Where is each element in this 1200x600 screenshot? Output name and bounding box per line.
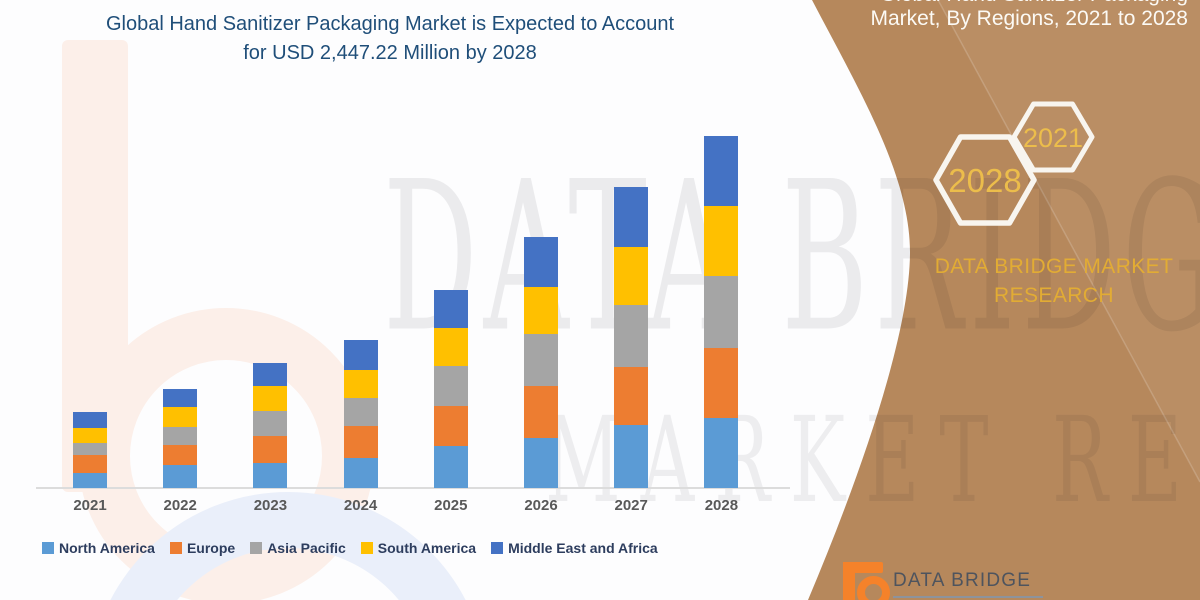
brand-name-line2: RESEARCH xyxy=(994,284,1114,307)
corner-logo-text: DATA BRIDGE xyxy=(893,570,1032,591)
legend-item-north-america: North America xyxy=(42,540,155,556)
bar-segment-south-america-2022 xyxy=(163,407,198,428)
ribbon-heading-line1: Global Hand Sanitizer Packaging xyxy=(870,0,1188,7)
bar-segment-middle-east-and-africa-2025 xyxy=(433,290,468,329)
bar-segment-north-america-2024 xyxy=(343,457,378,488)
bar-segment-north-america-2026 xyxy=(524,437,558,488)
bar-segment-south-america-2028 xyxy=(704,205,739,276)
logo-b-icon xyxy=(843,562,883,573)
bar-segment-asia-pacific-2025 xyxy=(433,366,468,407)
bar-segment-asia-pacific-2023 xyxy=(253,410,288,436)
x-axis-label-2022: 2022 xyxy=(163,497,197,514)
bar-segment-north-america-2028 xyxy=(704,417,739,488)
legend-item-south-america: South America xyxy=(360,540,477,556)
legend-marker-south-america xyxy=(360,542,373,554)
x-axis-label-2025: 2025 xyxy=(434,497,468,514)
brand-name-line1: DATA BRIDGE MARKET xyxy=(934,255,1174,278)
legend-label-europe: Europe xyxy=(186,540,236,556)
bar-segment-north-america-2025 xyxy=(433,446,468,488)
chart-title-line2: for USD 2,447.22 Million by 2028 xyxy=(243,42,537,64)
hexagon-2021 xyxy=(1011,101,1095,173)
bar-segment-south-america-2024 xyxy=(343,369,378,398)
bar-segment-south-america-2027 xyxy=(614,247,649,306)
x-axis-label-2021: 2021 xyxy=(73,497,107,514)
bar-segment-south-america-2021 xyxy=(73,428,107,444)
stacked-bar-2024 xyxy=(343,339,378,488)
bar-segment-europe-2024 xyxy=(343,426,378,458)
x-axis-label-2027: 2027 xyxy=(614,497,648,514)
bar-segment-north-america-2022 xyxy=(163,465,198,488)
bar-segment-europe-2026 xyxy=(524,385,558,438)
bar-segment-middle-east-and-africa-2022 xyxy=(163,389,198,408)
x-axis-label-2024: 2024 xyxy=(343,497,378,514)
x-axis-line xyxy=(36,487,790,489)
bar-segment-middle-east-and-africa-2021 xyxy=(73,412,107,429)
bar-segment-europe-2028 xyxy=(704,347,739,418)
ribbon-heading: Global Hand Sanitizer Packaging Market, … xyxy=(870,0,1188,31)
bar-segment-asia-pacific-2021 xyxy=(73,443,107,456)
bar-segment-europe-2025 xyxy=(433,406,468,446)
bar-segment-north-america-2023 xyxy=(253,462,288,488)
logo-b-stem-icon xyxy=(843,562,855,600)
hexagon-2021-label: 2021 xyxy=(1023,123,1083,153)
stacked-bar-2023 xyxy=(253,362,288,488)
legend-label-south-america: South America xyxy=(377,540,477,556)
legend-marker-europe xyxy=(169,542,182,554)
bar-segment-asia-pacific-2024 xyxy=(343,397,378,427)
corner-logo: DATA BRIDGE MARKET RESEARCH xyxy=(831,556,1095,600)
legend-marker-asia-pacific xyxy=(250,542,263,554)
stacked-bar-2025 xyxy=(433,290,468,488)
legend-item-asia-pacific: Asia Pacific xyxy=(250,540,346,556)
bar-segment-middle-east-and-africa-2027 xyxy=(614,187,649,248)
hexagon-2028 xyxy=(933,134,1037,226)
bar-segment-asia-pacific-2028 xyxy=(704,275,739,348)
x-axis-label-2023: 2023 xyxy=(253,497,288,514)
bar-segment-middle-east-and-africa-2023 xyxy=(253,362,288,386)
stacked-bar-2026 xyxy=(524,236,558,488)
bar-segment-north-america-2021 xyxy=(73,473,107,488)
legend-marker-north-america xyxy=(42,542,54,554)
bar-segment-south-america-2026 xyxy=(524,286,558,334)
brand-name: DATA BRIDGE MARKET RESEARCH xyxy=(922,252,1186,310)
bar-segment-asia-pacific-2027 xyxy=(614,305,649,368)
bar-segment-europe-2022 xyxy=(163,445,198,465)
legend-label-asia-pacific: Asia Pacific xyxy=(267,540,346,556)
bar-segment-asia-pacific-2022 xyxy=(163,427,198,446)
bar-segment-europe-2021 xyxy=(73,455,107,474)
stacked-bar-2027 xyxy=(614,187,649,488)
bar-segment-middle-east-and-africa-2026 xyxy=(524,236,558,287)
bar-segment-south-america-2023 xyxy=(253,385,288,411)
bar-segment-europe-2027 xyxy=(614,367,649,425)
bar-segment-asia-pacific-2026 xyxy=(524,333,558,386)
bar-segment-middle-east-and-africa-2024 xyxy=(343,339,378,370)
x-axis-label-2026: 2026 xyxy=(524,497,558,514)
ribbon-heading-line2: Market, By Regions, 2021 to 2028 xyxy=(870,7,1188,30)
bar-segment-north-america-2027 xyxy=(614,425,649,488)
legend-label-north-america: North America xyxy=(59,540,155,556)
hexagon-2028-label: 2028 xyxy=(948,162,1021,199)
watermark-text-primary: DATA BRIDGE xyxy=(383,136,1200,378)
bar-segment-south-america-2025 xyxy=(433,328,468,367)
stacked-bar-2028 xyxy=(704,136,739,488)
bar-segment-europe-2023 xyxy=(253,435,288,463)
chart-title: Global Hand Sanitizer Packaging Market i… xyxy=(10,10,770,68)
stacked-bar-2022 xyxy=(163,389,198,488)
chart-title-line1: Global Hand Sanitizer Packaging Market i… xyxy=(105,13,675,35)
logo-b-bowl-icon xyxy=(857,576,890,600)
chart-legend: North America Europe Asia Pacific South Ame… xyxy=(42,540,658,556)
watermark-text-secondary: MARKET RESEARCH xyxy=(545,392,1200,530)
x-axis-label-2028: 2028 xyxy=(704,497,739,514)
legend-item-middle-east-and-africa: Middle East and Africa xyxy=(491,540,658,556)
bar-segment-middle-east-and-africa-2028 xyxy=(704,136,739,206)
stacked-bar-2021 xyxy=(73,412,107,488)
corner-logo-underline xyxy=(893,596,1043,598)
legend-label-middle-east-and-africa: Middle East and Africa xyxy=(508,540,658,556)
legend-marker-middle-east-and-africa xyxy=(491,542,504,554)
legend-item-europe: Europe xyxy=(169,540,236,556)
